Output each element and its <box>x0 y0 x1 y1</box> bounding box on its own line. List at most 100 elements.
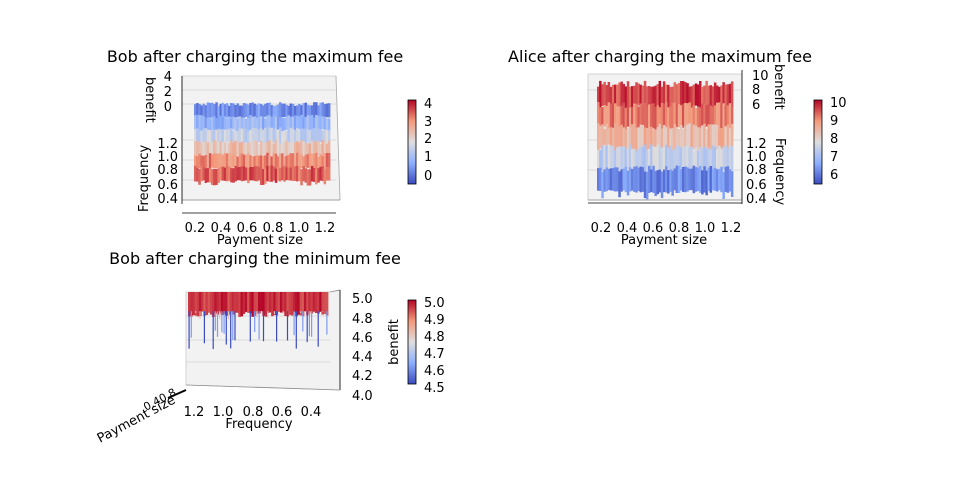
surface-cell <box>204 128 208 144</box>
surface-cell <box>313 102 316 119</box>
surface-cell <box>289 153 293 169</box>
surface-cell <box>289 103 293 118</box>
surface-cell <box>722 146 725 170</box>
surface-cell <box>639 103 642 128</box>
surface-cell <box>293 105 297 123</box>
surface-cell <box>643 127 647 151</box>
surface-cell <box>291 166 295 181</box>
z-axis: benefit 4 2 0 <box>142 70 172 123</box>
surface-cell <box>639 124 642 150</box>
surface-cell <box>599 149 602 176</box>
surface-cell <box>686 103 689 129</box>
surface-cell <box>266 103 269 118</box>
surface-cell <box>701 86 704 114</box>
surface-cell <box>247 168 250 184</box>
surface-cell <box>313 168 316 182</box>
surface-cell <box>302 166 305 182</box>
surface-cell <box>601 124 604 150</box>
surface-cell <box>264 142 267 158</box>
surface-cell <box>317 168 320 183</box>
colorbar-tick-label: 5.0 <box>424 296 445 311</box>
surface-cell <box>202 167 205 181</box>
surface-cell <box>225 153 229 169</box>
surface-cell <box>654 106 657 132</box>
surface-cell <box>660 128 664 154</box>
surface-cell <box>327 166 331 181</box>
surface-cell <box>312 292 316 312</box>
surface-cell <box>194 129 197 143</box>
surface-cell <box>308 115 312 131</box>
surface-cell <box>696 127 700 151</box>
surface-cell <box>285 104 288 120</box>
surface-cell <box>276 104 280 119</box>
surface-cell <box>323 104 327 117</box>
y-tick-label: 0.8 <box>157 163 178 178</box>
surface-cell <box>692 165 696 194</box>
y-tick-label: 1.2 <box>157 137 178 152</box>
surface-cell <box>228 153 231 169</box>
surface-cell <box>217 168 220 183</box>
surface-cell <box>287 105 290 122</box>
surface-cell <box>234 105 237 120</box>
surface-cell <box>201 292 204 312</box>
surface-cell <box>722 171 725 199</box>
surface-plot <box>188 292 329 350</box>
surface-cell <box>251 127 254 144</box>
surface-cell <box>194 165 197 182</box>
surface-cell <box>679 125 683 149</box>
colorbar-tick-label: 7 <box>830 150 838 165</box>
colorbar-tick-label: 0 <box>424 169 432 184</box>
surface-cell <box>699 127 702 151</box>
surface-cell <box>718 168 721 191</box>
surface-cell <box>211 154 214 168</box>
surface-cell <box>202 142 205 155</box>
surface-cell <box>300 140 303 157</box>
surface-cell <box>671 102 674 130</box>
colorbar-tick-label: 8 <box>830 132 838 147</box>
surface-cell <box>323 292 327 314</box>
surface-cell <box>603 169 606 192</box>
surface-cell <box>208 142 212 158</box>
surface-cell <box>662 146 666 170</box>
surface-cell <box>321 292 324 315</box>
surface-cell <box>273 292 276 315</box>
surface-cell <box>200 166 203 182</box>
surface-cell <box>236 130 239 147</box>
surface-cell <box>720 102 723 129</box>
surface-cell <box>266 292 270 313</box>
surface-cell <box>253 140 256 157</box>
surface-cell <box>238 154 242 168</box>
surface-cell <box>266 166 269 182</box>
surface-cell <box>313 117 316 132</box>
x-tick-label: 1.2 <box>721 221 742 236</box>
surface-cell <box>213 140 216 157</box>
surface-cell <box>658 107 662 133</box>
surface-cell <box>667 147 670 169</box>
surface-cell <box>251 116 254 130</box>
surface-cell <box>279 292 283 313</box>
surface-cell <box>720 128 723 153</box>
surface-cell <box>713 82 717 107</box>
surface-cell <box>701 148 704 171</box>
x-tick-label: 0.4 <box>211 221 232 236</box>
surface-cell <box>654 146 657 170</box>
surface-cell <box>236 103 239 118</box>
surface-cell <box>692 105 696 127</box>
surface-cell <box>295 292 298 317</box>
surface-cell <box>198 115 201 131</box>
x-tick-label: 0.2 <box>591 221 612 236</box>
surface-cell <box>281 167 284 181</box>
surface-plot <box>194 102 331 186</box>
surface-cell <box>707 85 710 111</box>
surface-cell <box>208 130 212 145</box>
surface-cell <box>635 166 638 193</box>
y-tick-label: 0.6 <box>157 178 178 193</box>
z-tick-label: 10 <box>752 69 769 84</box>
surface-cell <box>637 106 640 131</box>
surface-cell <box>650 144 653 172</box>
surface-cell <box>662 169 666 193</box>
surface-cell <box>667 125 670 149</box>
surface-cell <box>688 168 691 191</box>
surface-cell <box>650 126 653 149</box>
surface-cell <box>703 123 706 151</box>
